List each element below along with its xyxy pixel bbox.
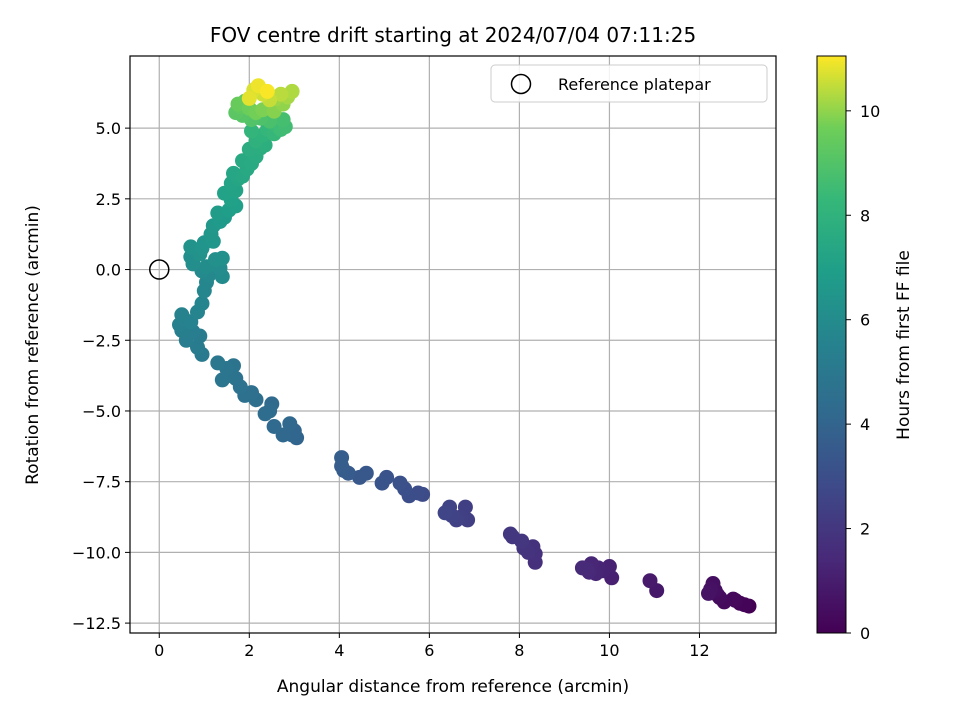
data-point	[241, 90, 257, 106]
data-point	[190, 339, 205, 355]
reference-platepar-point	[149, 259, 170, 280]
data-point	[352, 469, 368, 485]
x-axis-label: Angular distance from reference (arcmin)	[277, 677, 629, 697]
data-point	[437, 505, 453, 521]
legend-box	[490, 64, 768, 103]
colorbar-gradient	[816, 55, 847, 634]
x-tick-label: 10	[599, 641, 619, 660]
data-point	[266, 419, 282, 434]
data-point	[214, 250, 230, 266]
data-point	[210, 355, 226, 371]
colorbar-tick-label: 10	[860, 102, 880, 121]
colorbar: 0 2 4 6 8 10 Hours from first FF file	[816, 55, 914, 643]
colorbar-ticks: 0 2 4 6 8 10	[846, 102, 880, 643]
data-point	[259, 83, 275, 99]
data-point	[334, 450, 350, 466]
colorbar-tick-label: 2	[860, 520, 870, 539]
data-point	[257, 406, 273, 422]
x-tick-label: 2	[244, 641, 254, 660]
x-tick-label: 8	[514, 641, 524, 660]
data-point	[273, 86, 289, 102]
y-axis-label: Rotation from reference (arcmin)	[23, 205, 43, 485]
legend-label-reference: Reference platepar	[558, 75, 711, 94]
colorbar-tick-label: 0	[860, 624, 870, 643]
data-point	[194, 296, 210, 311]
data-point	[284, 83, 300, 99]
colorbar-tick-label: 8	[860, 206, 870, 225]
legend: Reference platepar	[490, 64, 768, 103]
data-point	[214, 372, 230, 388]
data-point	[183, 239, 199, 255]
data-point	[230, 96, 246, 112]
chart-title: FOV centre drift starting at 2024/07/04 …	[210, 23, 696, 47]
plot-frame	[129, 55, 777, 634]
x-tick-label: 0	[154, 641, 164, 660]
data-point	[374, 475, 390, 491]
data-point	[282, 416, 298, 432]
data-point	[574, 560, 590, 576]
y-tick-label: −7.5	[82, 473, 121, 492]
y-tick-label: 2.5	[96, 190, 121, 209]
data-point	[642, 573, 658, 589]
data-points	[149, 78, 757, 614]
colorbar-tick-label: 6	[860, 311, 870, 330]
grid	[130, 56, 776, 633]
data-point	[502, 526, 518, 542]
y-tick-label: 5.0	[96, 119, 121, 138]
colorbar-label: Hours from first FF file	[894, 250, 914, 440]
data-point	[174, 307, 190, 323]
y-tick-label: −12.5	[72, 614, 121, 633]
data-point	[392, 475, 408, 491]
y-tick-label: −5.0	[82, 402, 121, 421]
x-tick-label: 12	[689, 641, 709, 660]
y-tick-label: −10.0	[72, 543, 121, 562]
y-tick-label: −2.5	[82, 331, 121, 350]
x-tick-label: 6	[424, 641, 434, 660]
data-point	[244, 123, 259, 139]
y-tick-label: 0.0	[96, 261, 121, 280]
y-axis-ticks: −12.5 −10.0 −7.5 −5.0 −2.5 0.0 2.5 5.0	[72, 119, 130, 633]
x-tick-label: 4	[334, 641, 344, 660]
data-point	[701, 585, 716, 601]
colorbar-tick-label: 4	[860, 415, 870, 434]
legend-marker-reference	[510, 73, 532, 95]
x-axis-ticks: 0 2 4 6 8 10 12	[154, 633, 710, 660]
